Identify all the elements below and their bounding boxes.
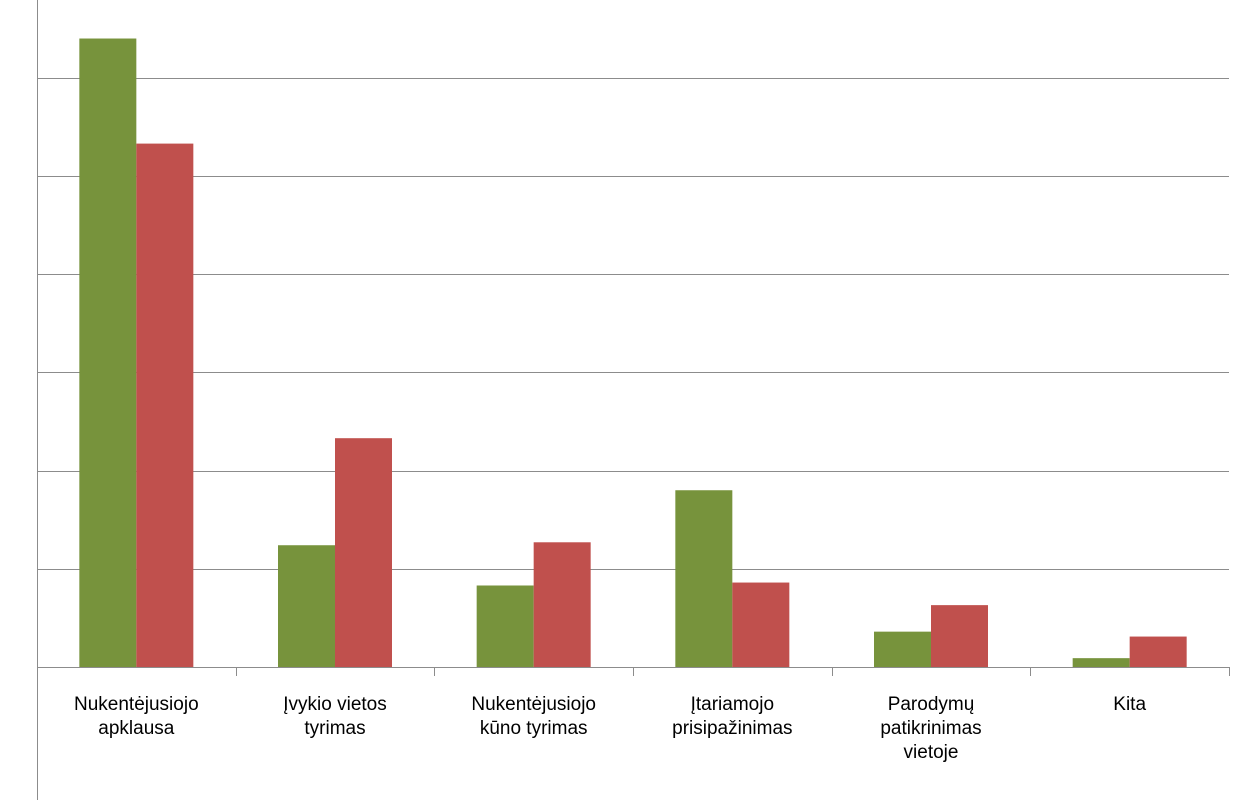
bar-series-1-3 (476, 585, 534, 667)
gridlines (37, 78, 1229, 570)
x-tick-label-line: kūno tyrimas (480, 718, 588, 739)
x-tick-label-line: patikrinimas (880, 718, 981, 739)
x-tick-label-line: Nukentėjusiojo (74, 694, 199, 715)
x-tick-label-line: Kita (1113, 694, 1146, 715)
bars (79, 38, 1187, 667)
bar-series-2-4 (732, 582, 790, 667)
bar-series-2-5 (931, 605, 988, 667)
bar-series-1-4 (675, 490, 733, 667)
x-tick-label-line: Įtariamojo (691, 694, 774, 715)
x-tick-label-line: prisipažinimas (672, 718, 792, 739)
x-tick-label-line: vietoje (904, 742, 959, 763)
bar-series-1-6 (1072, 658, 1130, 667)
x-tick-label-line: apklausa (98, 718, 174, 739)
x-tick-label: Parodymų patikrinimas vietoje (880, 694, 981, 763)
x-tick-label: Įvykio vietos tyrimas (283, 694, 386, 739)
bar-series-2-6 (1129, 636, 1187, 667)
category-labels: Nukentėjusiojo apklausa Įvykio vietos tyrim… (74, 694, 1146, 763)
x-tick-label-line: Įvykio vietos (283, 694, 386, 715)
x-tick-label: Įtariamojo prisipažinimas (672, 694, 792, 739)
bar-series-1-2 (278, 545, 335, 667)
axes (37, 0, 1230, 800)
x-tick-label-line: Nukentėjusiojo (471, 694, 596, 715)
x-tick-label-line: tyrimas (304, 718, 365, 739)
bar-series-1-5 (874, 631, 931, 667)
bar-series-1-1 (79, 38, 137, 667)
x-tick-label: Nukentėjusiojo kūno tyrimas (471, 694, 596, 739)
x-tick-label: Nukentėjusiojo apklausa (74, 694, 199, 739)
bar-series-2-1 (136, 143, 194, 667)
bar-series-2-3 (533, 542, 591, 667)
x-tick-label: Kita (1113, 694, 1146, 715)
bar-series-2-2 (335, 438, 392, 667)
x-tick-label-line: Parodymų (888, 694, 975, 715)
